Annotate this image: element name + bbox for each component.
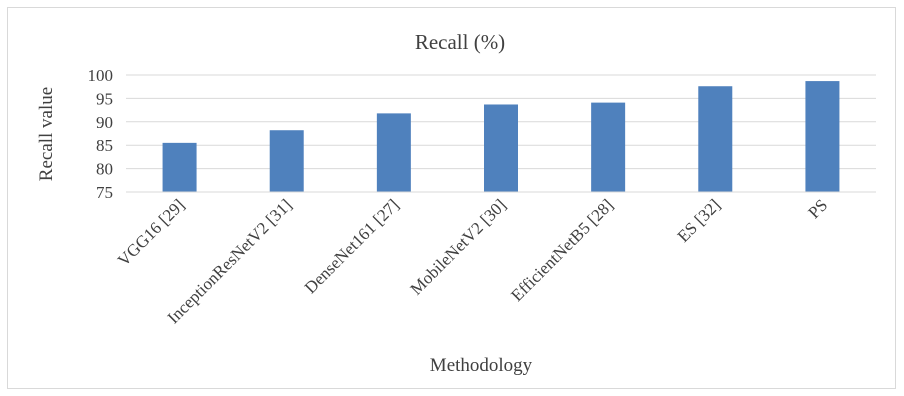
y-axis-ticks: 75 80 85 90 95 100 <box>88 66 114 202</box>
bar <box>376 113 411 192</box>
y-axis-title: Recall value <box>36 87 57 181</box>
y-tick-label: 75 <box>96 183 113 202</box>
bar <box>591 102 626 192</box>
y-tick-label: 100 <box>88 66 114 85</box>
x-tick-label: ES [32] <box>674 195 725 246</box>
x-tick-label: MobileNetV2 [30] <box>407 195 510 298</box>
x-tick-label: DenseNet161 [27] <box>301 195 403 297</box>
bar <box>162 142 197 192</box>
bar <box>805 81 840 192</box>
bar <box>484 104 518 192</box>
x-axis-title: Methodology <box>430 355 533 376</box>
x-tick-label: InceptionResNetV2 [31] <box>164 195 296 327</box>
bar <box>269 130 304 192</box>
chart-title: Recall (%) <box>415 30 505 54</box>
y-tick-label: 85 <box>96 136 113 155</box>
x-tick-label: VGG16 [29] <box>114 195 189 270</box>
bar <box>698 86 733 192</box>
y-tick-label: 80 <box>96 160 113 179</box>
bars <box>162 81 840 192</box>
y-tick-label: 95 <box>96 89 113 108</box>
chart-frame <box>7 7 896 389</box>
x-axis-tick-labels: VGG16 [29]InceptionResNetV2 [31] DenseNet… <box>114 195 831 327</box>
y-tick-label: 90 <box>96 113 113 132</box>
x-tick-label: PS <box>804 195 831 222</box>
x-tick-label: EfficientNetB5 [28] <box>507 195 617 305</box>
